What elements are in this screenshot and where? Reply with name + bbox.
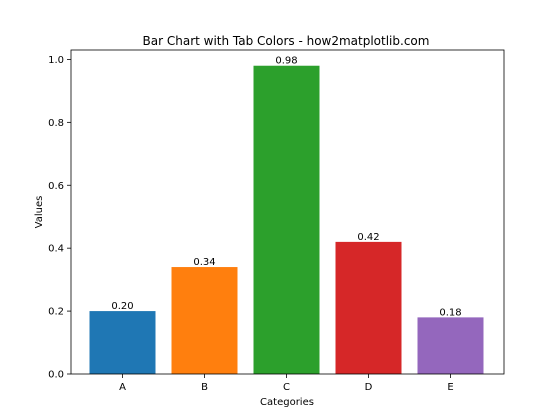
x-tick-label-c: C — [283, 382, 290, 393]
y-tick-label: 0.2 — [48, 307, 64, 318]
y-tick-label: 0.8 — [48, 118, 64, 129]
x-tick-label-a: A — [119, 382, 126, 393]
y-tick-label: 0.4 — [48, 244, 64, 255]
bar-e — [417, 317, 484, 374]
bar-c — [253, 65, 320, 374]
bar-b — [171, 267, 238, 374]
bar-value-label-e: 0.18 — [439, 307, 461, 318]
y-axis-label: Values — [34, 196, 45, 229]
x-tick-label-b: B — [201, 382, 208, 393]
x-tick-label-d: D — [365, 382, 373, 393]
bar-value-label-c: 0.98 — [275, 56, 297, 67]
bar-value-label-b: 0.34 — [193, 257, 215, 268]
chart-title: Bar Chart with Tab Colors - how2matplotl… — [143, 34, 430, 48]
bar-value-label-d: 0.42 — [357, 232, 379, 243]
bar-value-label-a: 0.20 — [111, 301, 133, 312]
y-tick-label: 0.6 — [48, 181, 64, 192]
plot-frame — [70, 49, 505, 375]
x-axis-ticks: A B C D E — [119, 374, 454, 393]
bars-layer — [89, 65, 484, 374]
bar-d — [335, 241, 402, 374]
y-tick-label: 1.0 — [48, 55, 64, 66]
y-tick-label: 0.0 — [48, 370, 64, 381]
bar-labels-layer: 0.20 0.34 0.98 0.42 0.18 — [111, 56, 461, 319]
x-tick-label-e: E — [447, 382, 453, 393]
bar-a — [89, 311, 156, 374]
y-axis-ticks: 0.0 0.2 0.4 0.6 0.8 1.0 — [48, 55, 71, 381]
x-axis-label: Categories — [260, 397, 314, 408]
